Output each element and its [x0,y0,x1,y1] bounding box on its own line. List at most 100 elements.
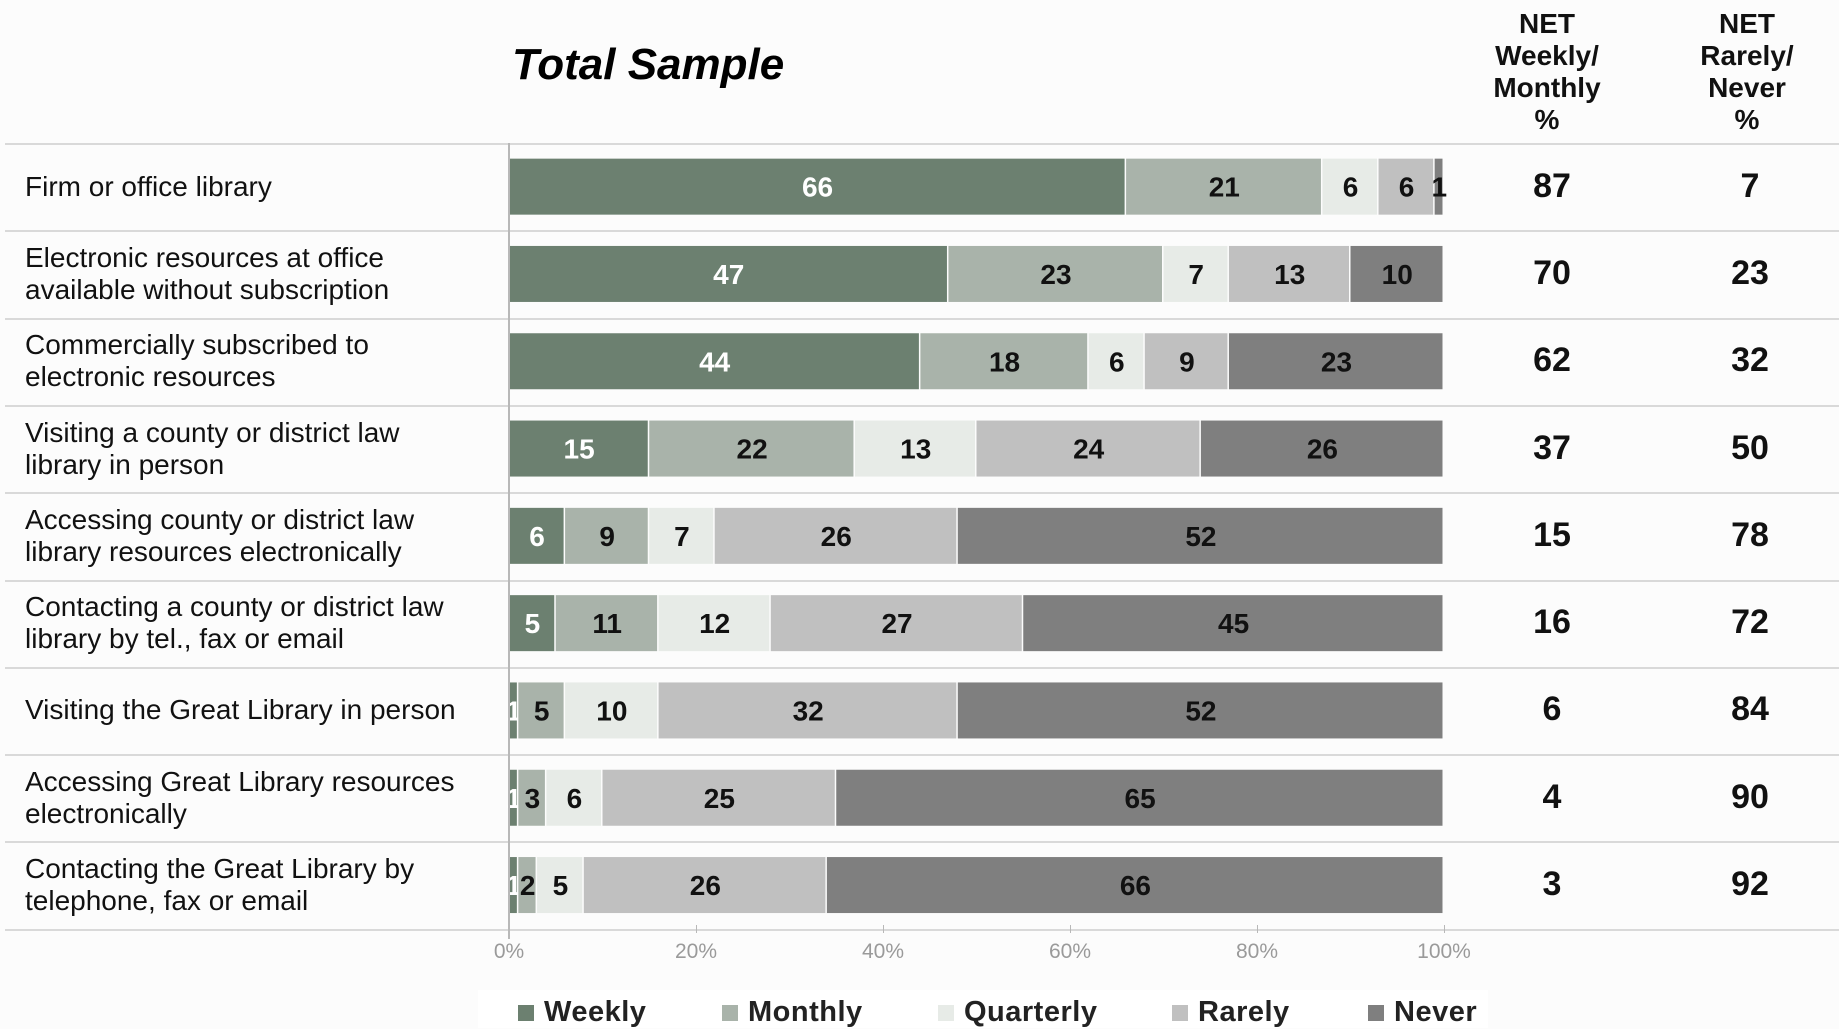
data-label-rarely: 9 [1179,346,1195,377]
bar-segment-weekly [509,595,555,652]
legend-label: Weekly [544,996,647,1028]
bar-segment-rarely [976,420,1200,477]
data-label-monthly: 23 [1040,259,1071,290]
legend-item-quarterly: Quarterly [938,996,1097,1029]
data-label-weekly: 44 [699,346,731,377]
data-label-rarely: 25 [704,783,735,814]
category-label-line: Contacting a county or district law [25,591,444,623]
data-label-monthly: 3 [525,783,541,814]
bar-segment-quarterly [565,682,658,739]
data-label-quarterly: 7 [674,521,690,552]
category-label: Accessing Great Library resources electro… [25,754,505,841]
data-label-rarely: 32 [793,695,824,726]
x-tick-mark [883,925,884,933]
net-rarely-never-value: 7 [1740,166,1760,205]
data-label-never: 10 [1382,259,1413,290]
category-label: Visiting a county or district law library… [25,405,505,492]
y-axis-line [508,143,510,939]
net-weekly-monthly-header-line: Weekly/ [1495,40,1599,71]
row-divider [5,754,1839,757]
bar-segment-never [1228,333,1443,390]
data-label-weekly: 15 [564,434,595,465]
bar-segment-quarterly [1088,333,1144,390]
x-tick-label: 60% [1048,940,1092,963]
data-label-never: 45 [1218,608,1249,639]
x-tick-mark [1257,925,1258,933]
data-label-rarely: 27 [881,608,912,639]
category-label-line: available without subscription [25,273,390,305]
bar-segment-never [1023,595,1443,652]
net-weekly-monthly-value: 6 [1542,690,1562,729]
bar-segment-quarterly [658,595,770,652]
bar-segment-monthly [518,769,545,826]
net-rarely-never-value: 84 [1731,690,1769,729]
bar-segment-quarterly [1163,245,1228,302]
bar-segment-quarterly [537,857,583,914]
category-label-line: telephone, fax or email [25,885,309,917]
category-label: Contacting a county or district law libra… [25,580,505,667]
net-weekly-monthly-value: 3 [1542,865,1562,904]
bar-segment-rarely [714,507,957,564]
net-weekly-monthly-value: 16 [1533,603,1571,642]
x-tick-label: 20% [674,940,718,963]
bar-segment-rarely [1228,245,1349,302]
category-label-text: Accessing county or district law library … [25,504,414,568]
data-label-rarely: 26 [821,521,852,552]
data-label-never: 1 [1432,172,1448,203]
row-divider [5,492,1839,495]
data-label-weekly: 66 [802,172,833,203]
bar-segment-monthly [920,333,1088,390]
legend-swatch [938,1004,954,1021]
net-weekly-monthly-value: 15 [1533,515,1571,554]
category-label-line: Accessing Great Library resources [25,765,455,797]
category-label: Contacting the Great Library by telephone… [25,841,505,928]
category-label: Electronic resources at office available … [25,230,505,317]
net-weekly-monthly-header-line: % [1534,104,1560,135]
data-label-never: 26 [1307,434,1338,465]
category-label-text: Contacting the Great Library by telephone… [25,853,414,917]
bar-segment-never [836,769,1443,826]
category-label: Firm or office library [25,143,505,230]
x-tick-mark [1070,925,1071,933]
net-weekly-monthly-value: 4 [1542,777,1562,816]
data-label-rarely: 24 [1073,434,1105,465]
row-divider [5,579,1839,582]
category-label-text: Commercially subscribed to electronic res… [25,329,369,393]
bar-segment-never [1350,245,1443,302]
bar-segment-monthly [649,420,854,477]
x-tick-mark [1444,925,1445,933]
category-label-line: Contacting the Great Library by [25,853,415,885]
legend-item-monthly: Monthly [722,996,863,1029]
data-label-quarterly: 13 [900,434,931,465]
category-label-text: Electronic resources at office available … [25,242,389,306]
bar-segment-monthly [1126,158,1321,215]
legend-item-weekly: Weekly [518,996,646,1029]
bar-segment-weekly [509,333,919,390]
category-label-line: electronic resources [25,361,276,393]
data-label-rarely: 13 [1274,259,1305,290]
data-label-weekly: 47 [713,259,744,290]
bar-segment-monthly [948,245,1162,302]
legend-swatch [518,1004,534,1021]
net-rarely-never-value: 72 [1731,603,1769,642]
net-rarely-never-header-line: Never [1708,72,1786,103]
bar-segment-weekly [509,769,517,826]
category-label-line: Firm or office library [25,170,272,202]
x-tick-label: 40% [861,940,905,963]
net-rarely-never-header-line: Rarely/ [1700,40,1794,71]
bar-segment-quarterly [546,769,601,826]
legend-label: Monthly [748,996,863,1028]
net-weekly-monthly-value: 37 [1533,428,1571,467]
category-label-text: Firm or office library [25,171,272,203]
x-tick-label: 100% [1417,940,1471,963]
data-label-monthly: 18 [989,346,1020,377]
net-weekly-monthly-header: NET Weekly/ Monthly % [1467,8,1627,136]
category-label-line: library in person [25,448,225,480]
data-label-quarterly: 6 [1343,172,1359,203]
bar-segment-never [957,682,1443,739]
data-label-monthly: 2 [520,870,536,901]
category-label-text: Contacting a county or district law libra… [25,591,444,655]
category-label-line: library resources electronically [25,535,402,567]
data-label-monthly: 22 [737,434,768,465]
